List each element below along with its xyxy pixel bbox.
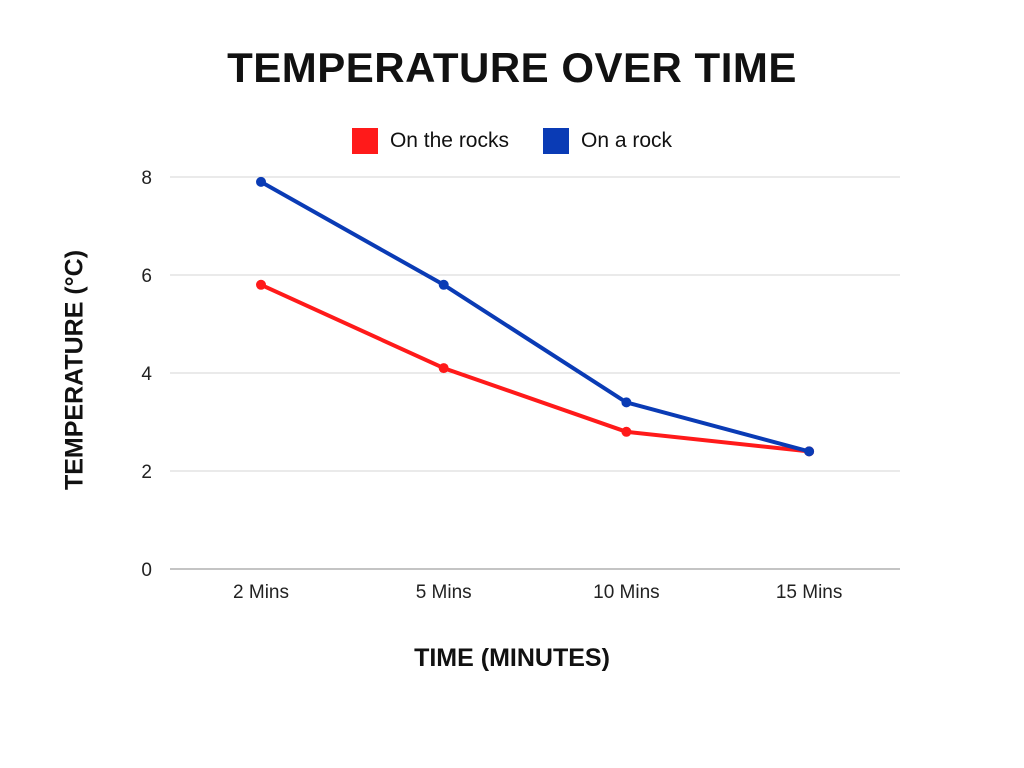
data-point-on-the-rocks	[621, 426, 632, 437]
x-axis-label: TIME (MINUTES)	[414, 644, 610, 672]
x-tick-label: 10 Mins	[593, 582, 660, 603]
data-point-on-the-rocks	[438, 363, 449, 374]
data-point-on-a-rock	[256, 176, 266, 187]
series-line-on-the-rocks	[259, 282, 812, 454]
y-tick-label: 2	[141, 462, 152, 483]
data-point-on-the-rocks	[256, 279, 266, 290]
data-point-on-a-rock	[804, 446, 815, 457]
legend-item-on-the-rocks: On the rocks	[351, 128, 509, 154]
y-tick-label: 6	[141, 266, 152, 287]
x-tick-label: 2 Mins	[233, 582, 289, 603]
legend-label-on-a-rock: On a rock	[581, 129, 673, 152]
y-tick-label: 4	[141, 364, 152, 385]
legend-swatch-on-the-rocks	[351, 128, 378, 154]
legend-item-on-a-rock: On a rock	[543, 128, 672, 154]
y-tick-label: 8	[141, 168, 152, 189]
x-tick-label: 5 Mins	[416, 582, 472, 603]
legend-swatch-on-a-rock	[543, 128, 569, 154]
legend-label-on-the-rocks: On the rocks	[389, 129, 509, 152]
series-line-on-a-rock	[259, 179, 812, 454]
data-point-on-a-rock	[621, 397, 632, 408]
x-tick-label: 15 Mins	[776, 582, 843, 603]
chart-legend: On the rocks On a rock	[0, 128, 1024, 154]
chart-title: TEMPERATURE OVER TIME	[227, 44, 797, 91]
data-point-on-a-rock	[438, 279, 449, 290]
y-tick-label: 0	[141, 560, 152, 581]
